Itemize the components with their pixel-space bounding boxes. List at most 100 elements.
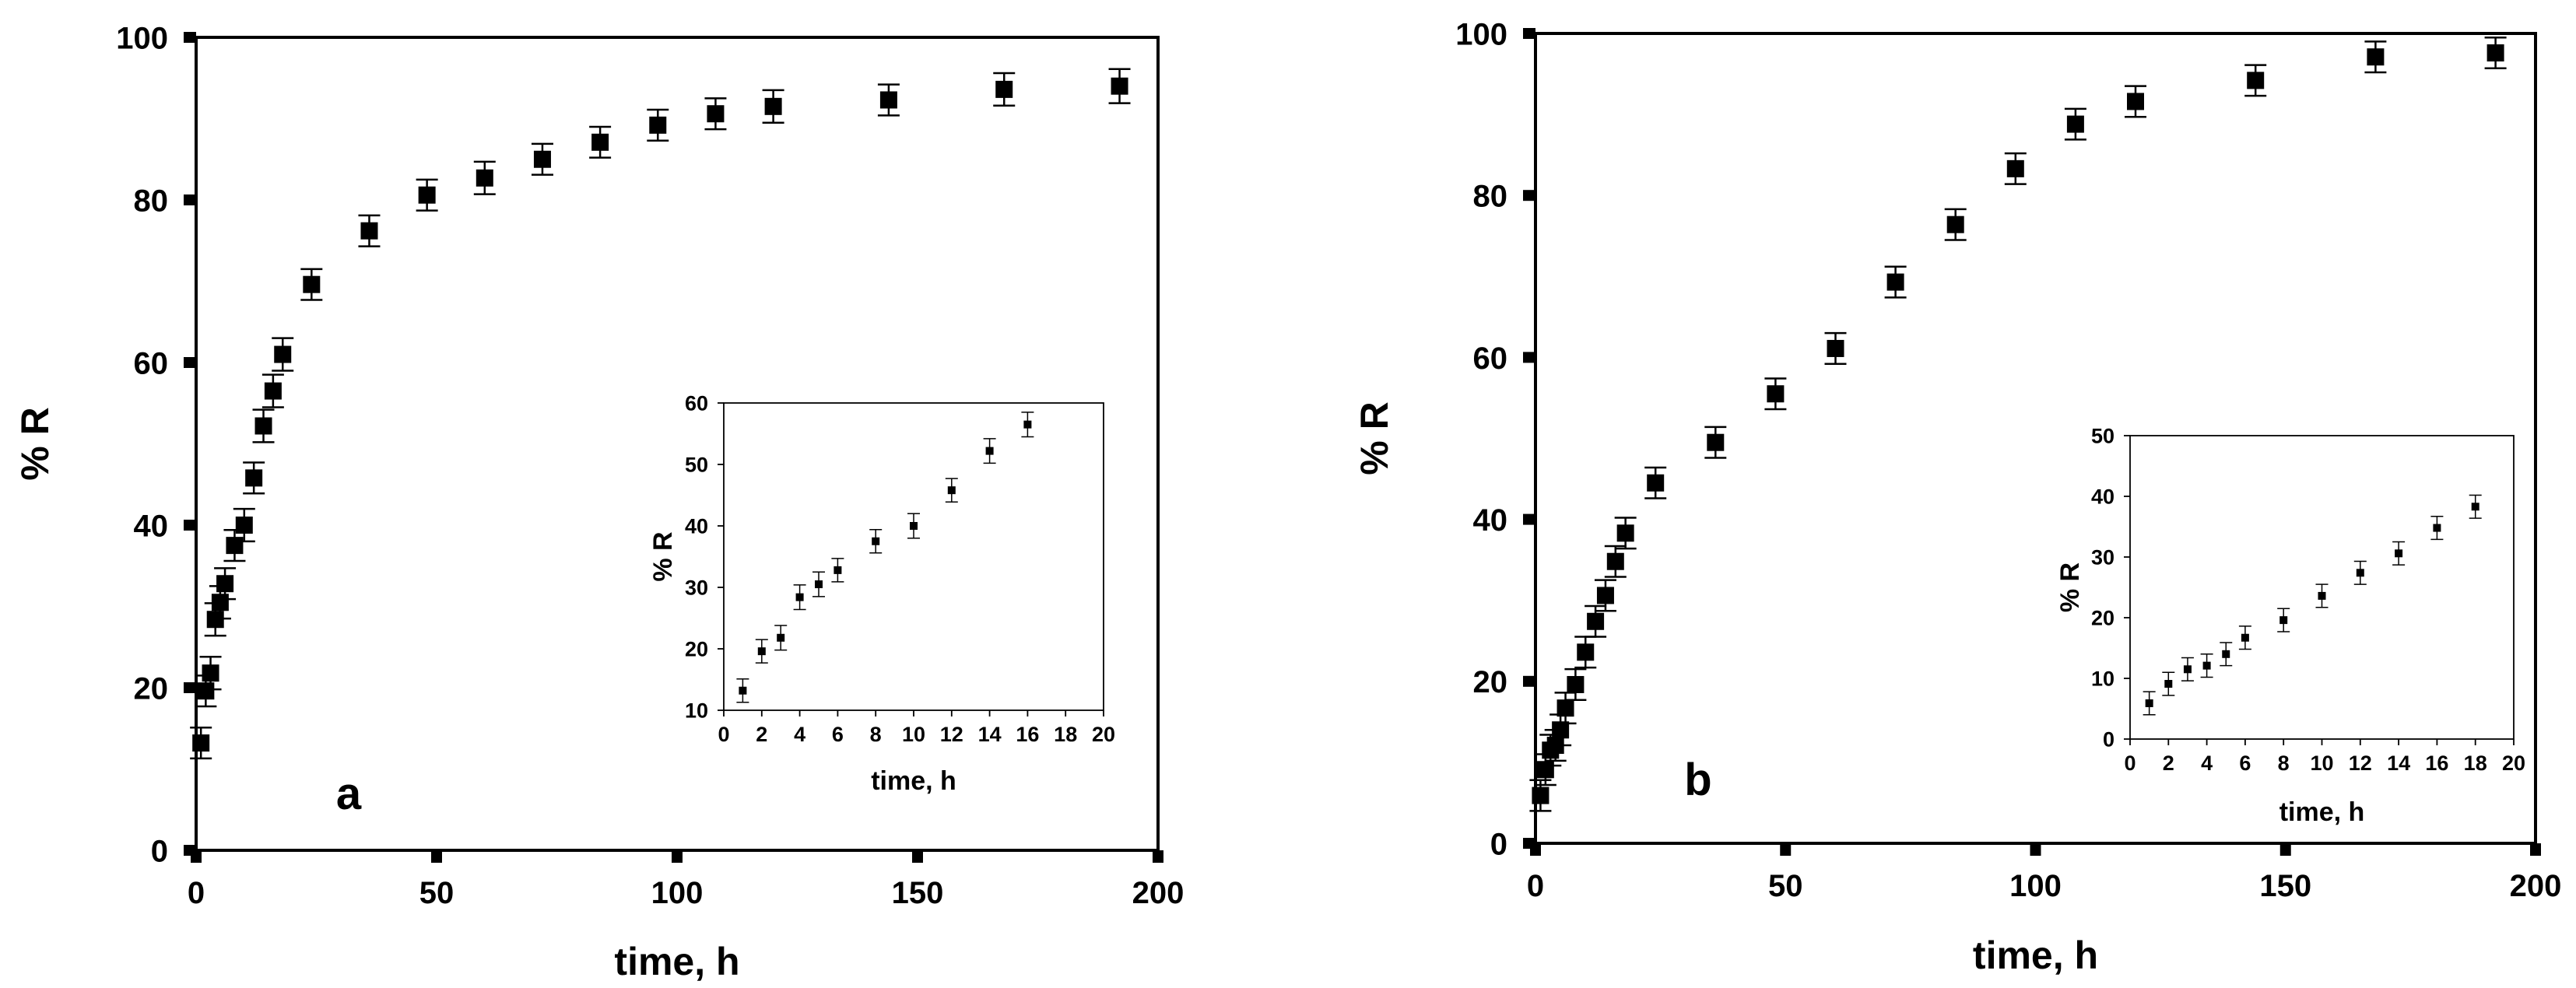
data-point bbox=[2433, 524, 2441, 532]
data-point bbox=[1647, 474, 1665, 492]
inset-chart-b: 0 2 4 6 8 10 12 14 16 18 20 0 10 20 30 40 50 time, h % R bbox=[2055, 425, 2525, 827]
x-tick-label: 10 bbox=[2310, 752, 2333, 775]
y-tick-label: 10 bbox=[2091, 667, 2114, 691]
data-point bbox=[1587, 612, 1605, 630]
data-point bbox=[303, 275, 321, 293]
y-tick-label: 0 bbox=[151, 834, 168, 868]
data-point bbox=[879, 91, 897, 109]
x-tick-label: 100 bbox=[2009, 869, 2062, 903]
data-point bbox=[533, 150, 551, 168]
y-tick-label: 100 bbox=[1455, 17, 1507, 51]
data-point bbox=[1556, 699, 1574, 717]
data-point bbox=[2183, 665, 2192, 674]
inset-chart-a: 0 2 4 6 8 10 12 14 16 18 20 10 20 30 40 50 60 time, h % R bbox=[648, 392, 1115, 796]
y-tick-label: 20 bbox=[2091, 607, 2114, 630]
y-tick-label: 30 bbox=[685, 576, 708, 600]
x-tick-label: 16 bbox=[2425, 752, 2448, 775]
data-point bbox=[649, 116, 667, 134]
data-point bbox=[707, 105, 725, 123]
x-tick-label: 12 bbox=[940, 723, 963, 746]
data-point bbox=[834, 566, 842, 574]
x-tick-label: 18 bbox=[2464, 752, 2487, 775]
x-tick-label: 100 bbox=[651, 876, 704, 910]
x-tick-label: 150 bbox=[892, 876, 944, 910]
data-point bbox=[1616, 524, 1634, 542]
data-point bbox=[947, 486, 956, 495]
data-point bbox=[226, 537, 244, 555]
data-point bbox=[777, 633, 785, 642]
x-tick-label: 2 bbox=[756, 723, 767, 746]
data-point bbox=[476, 169, 493, 187]
x-tick-label: 150 bbox=[2259, 869, 2311, 903]
y-tick-label: 20 bbox=[1473, 665, 1508, 699]
x-tick-label: 50 bbox=[1768, 869, 1803, 903]
data-point bbox=[2279, 616, 2288, 625]
y-tick-label: 30 bbox=[2091, 546, 2114, 569]
y-tick-label: 0 bbox=[2103, 728, 2114, 752]
data-point bbox=[1567, 675, 1585, 693]
data-point bbox=[1606, 552, 1624, 570]
y-tick-label: 60 bbox=[685, 392, 708, 415]
x-axis-label: time, h bbox=[2279, 797, 2365, 827]
data-point bbox=[757, 647, 766, 656]
y-tick-label: 40 bbox=[685, 515, 708, 538]
y-tick-label: 20 bbox=[134, 671, 169, 706]
data-point bbox=[764, 97, 782, 115]
x-tick-label: 8 bbox=[2278, 752, 2290, 775]
data-point bbox=[1536, 761, 1554, 779]
panel-label: b bbox=[1684, 755, 1711, 805]
plot-frame bbox=[723, 402, 1104, 711]
data-point bbox=[2367, 48, 2385, 66]
data-point bbox=[2487, 44, 2504, 61]
data-point bbox=[1767, 385, 1785, 403]
data-point bbox=[418, 186, 436, 204]
x-tick-label: 20 bbox=[2502, 752, 2525, 775]
data-point bbox=[739, 686, 747, 695]
data-point bbox=[2395, 549, 2403, 558]
y-tick-label: 40 bbox=[1473, 503, 1508, 538]
data-point bbox=[211, 594, 229, 611]
data-point bbox=[197, 682, 215, 700]
data-point bbox=[360, 222, 378, 240]
data-point bbox=[2145, 699, 2153, 707]
data-point bbox=[245, 469, 263, 487]
x-tick-label: 0 bbox=[188, 876, 205, 910]
data-point bbox=[2006, 159, 2024, 177]
x-tick-label: 6 bbox=[2239, 752, 2251, 775]
y-tick-label: 100 bbox=[116, 21, 168, 55]
x-tick-label: 14 bbox=[978, 723, 1002, 746]
x-tick-label: 6 bbox=[832, 723, 844, 746]
data-point bbox=[1552, 721, 1570, 739]
x-tick-label: 4 bbox=[2201, 752, 2213, 775]
x-tick-label: 18 bbox=[1054, 723, 1077, 746]
y-tick-label: 20 bbox=[685, 638, 708, 661]
data-point bbox=[274, 345, 292, 363]
data-point bbox=[2356, 569, 2364, 577]
x-axis-label: time, h bbox=[871, 766, 956, 796]
data-point bbox=[2127, 93, 2144, 110]
data-point bbox=[1596, 587, 1614, 604]
y-tick-label: 80 bbox=[1473, 180, 1508, 214]
data-point bbox=[795, 593, 804, 601]
data-point bbox=[910, 522, 918, 530]
y-tick-label: 0 bbox=[1490, 827, 1507, 861]
x-tick-label: 50 bbox=[419, 876, 454, 910]
data-point bbox=[1946, 215, 1964, 233]
x-tick-label: 2 bbox=[2163, 752, 2174, 775]
x-tick-label: 8 bbox=[870, 723, 882, 746]
x-tick-label: 0 bbox=[2124, 752, 2136, 775]
data-point bbox=[815, 580, 823, 589]
data-point bbox=[1827, 339, 1844, 357]
data-point bbox=[2066, 115, 2084, 133]
data-point bbox=[264, 382, 282, 400]
y-tick-label: 60 bbox=[134, 346, 169, 380]
y-tick-label: 80 bbox=[134, 184, 169, 218]
data-point bbox=[2222, 650, 2230, 658]
data-point bbox=[2202, 661, 2211, 670]
data-point bbox=[192, 734, 210, 752]
x-tick-label: 0 bbox=[1527, 869, 1544, 903]
y-axis-label: % R bbox=[13, 407, 57, 480]
x-axis-label: time, h bbox=[614, 940, 739, 983]
data-point bbox=[254, 417, 272, 435]
